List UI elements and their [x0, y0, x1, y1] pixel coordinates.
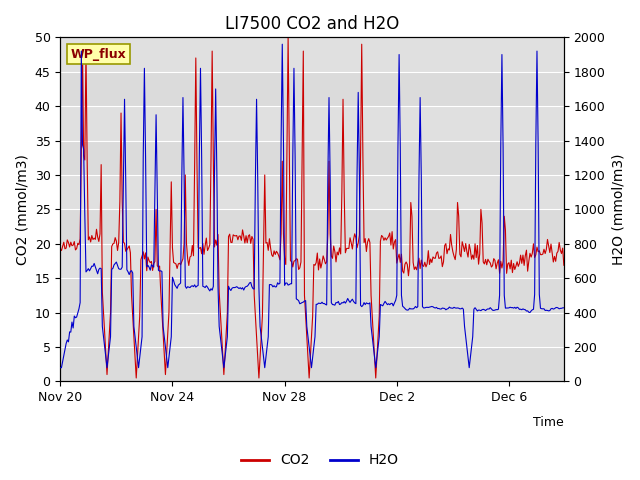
Bar	[60, 278, 564, 312]
Text: WP_flux: WP_flux	[70, 48, 126, 60]
Text: Time: Time	[533, 416, 564, 429]
Bar	[60, 141, 564, 175]
Legend: CO2, H2O: CO2, H2O	[236, 448, 404, 473]
Y-axis label: H2O (mmol/m3): H2O (mmol/m3)	[611, 154, 625, 265]
Y-axis label: CO2 (mmol/m3): CO2 (mmol/m3)	[15, 154, 29, 265]
Bar	[60, 347, 564, 382]
Bar	[60, 209, 564, 244]
Title: LI7500 CO2 and H2O: LI7500 CO2 and H2O	[225, 15, 399, 33]
Bar	[60, 72, 564, 106]
